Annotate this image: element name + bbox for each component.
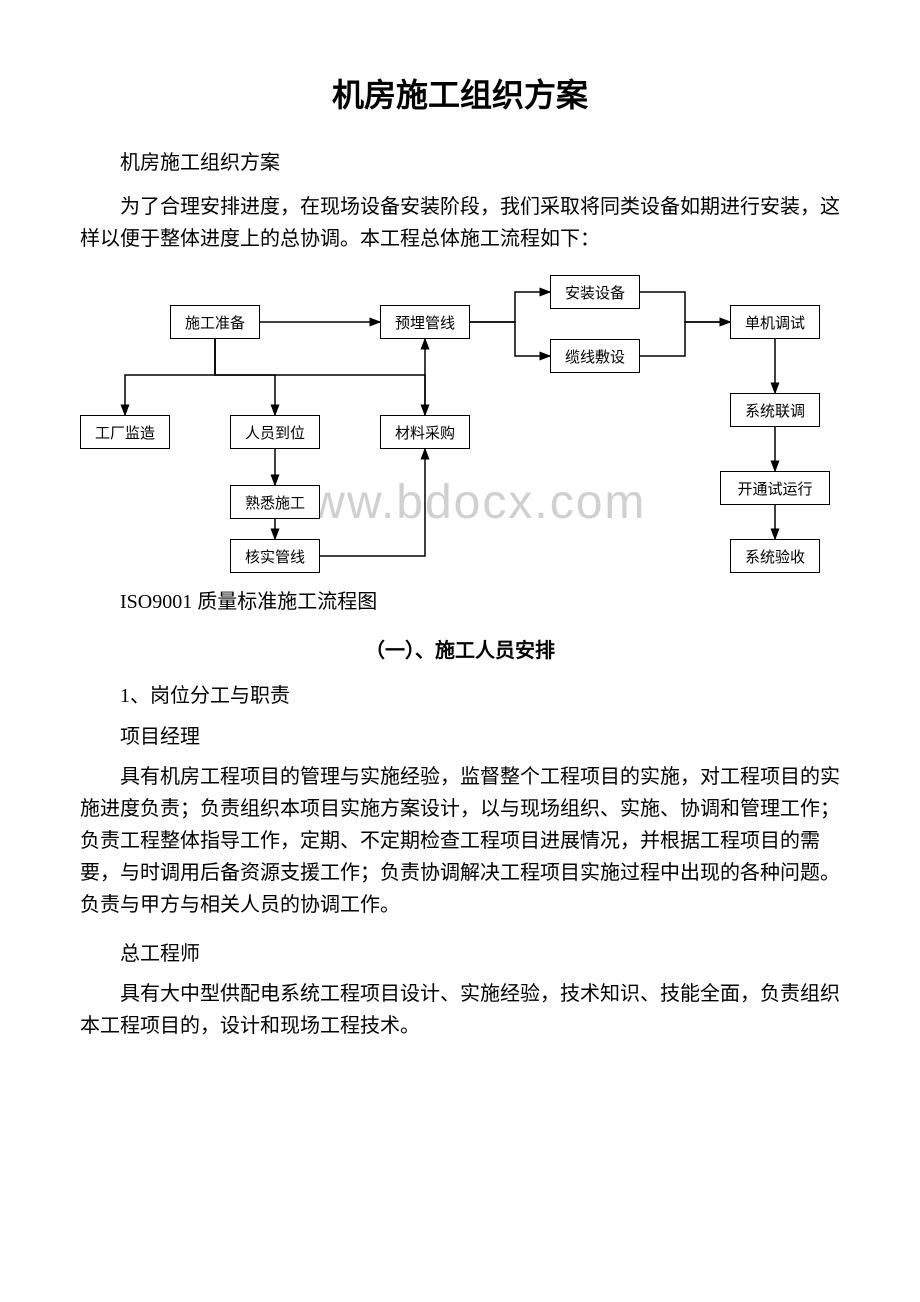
flowchart-node: 人员到位 — [230, 415, 320, 449]
intro-paragraph: 为了合理安排进度，在现场设备安装阶段，我们采取将同类设备如期进行安装，这样以便于… — [80, 191, 840, 255]
role-desc-chief: 具有大中型供配电系统工程项目设计、实施经验，技术知识、技能全面，负责组织本工程项… — [80, 978, 840, 1042]
flowchart-node: 开通试运行 — [720, 471, 830, 505]
flowchart-diagram: www.bdocx.com 施工准备预埋管线安装设备缆线敷设单机调试系统联调开通… — [80, 275, 840, 575]
flowchart-node: 系统联调 — [730, 393, 820, 427]
flowchart-node: 施工准备 — [170, 305, 260, 339]
role-heading-pm: 项目经理 — [80, 720, 840, 749]
subtitle: 机房施工组织方案 — [80, 146, 840, 175]
page-title: 机房施工组织方案 — [80, 70, 840, 116]
flowchart-node: 材料采购 — [380, 415, 470, 449]
flowchart-node: 工厂监造 — [80, 415, 170, 449]
role-desc-pm: 具有机房工程项目的管理与实施经验，监督整个工程项目的实施，对工程项目的实施进度负… — [80, 761, 840, 921]
flowchart-node: 单机调试 — [730, 305, 820, 339]
flowchart-node: 安装设备 — [550, 275, 640, 309]
flowchart-node: 核实管线 — [230, 539, 320, 573]
flowchart-node: 熟悉施工 — [230, 485, 320, 519]
flowchart-caption: ISO9001 质量标准施工流程图 — [80, 585, 840, 614]
flowchart-node: 缆线敷设 — [550, 339, 640, 373]
flowchart-node: 预埋管线 — [380, 305, 470, 339]
item-heading-1: 1、岗位分工与职责 — [80, 679, 840, 708]
section-heading: （一）、施工人员安排 — [80, 634, 840, 663]
flowchart-node: 系统验收 — [730, 539, 820, 573]
role-heading-chief: 总工程师 — [80, 937, 840, 966]
